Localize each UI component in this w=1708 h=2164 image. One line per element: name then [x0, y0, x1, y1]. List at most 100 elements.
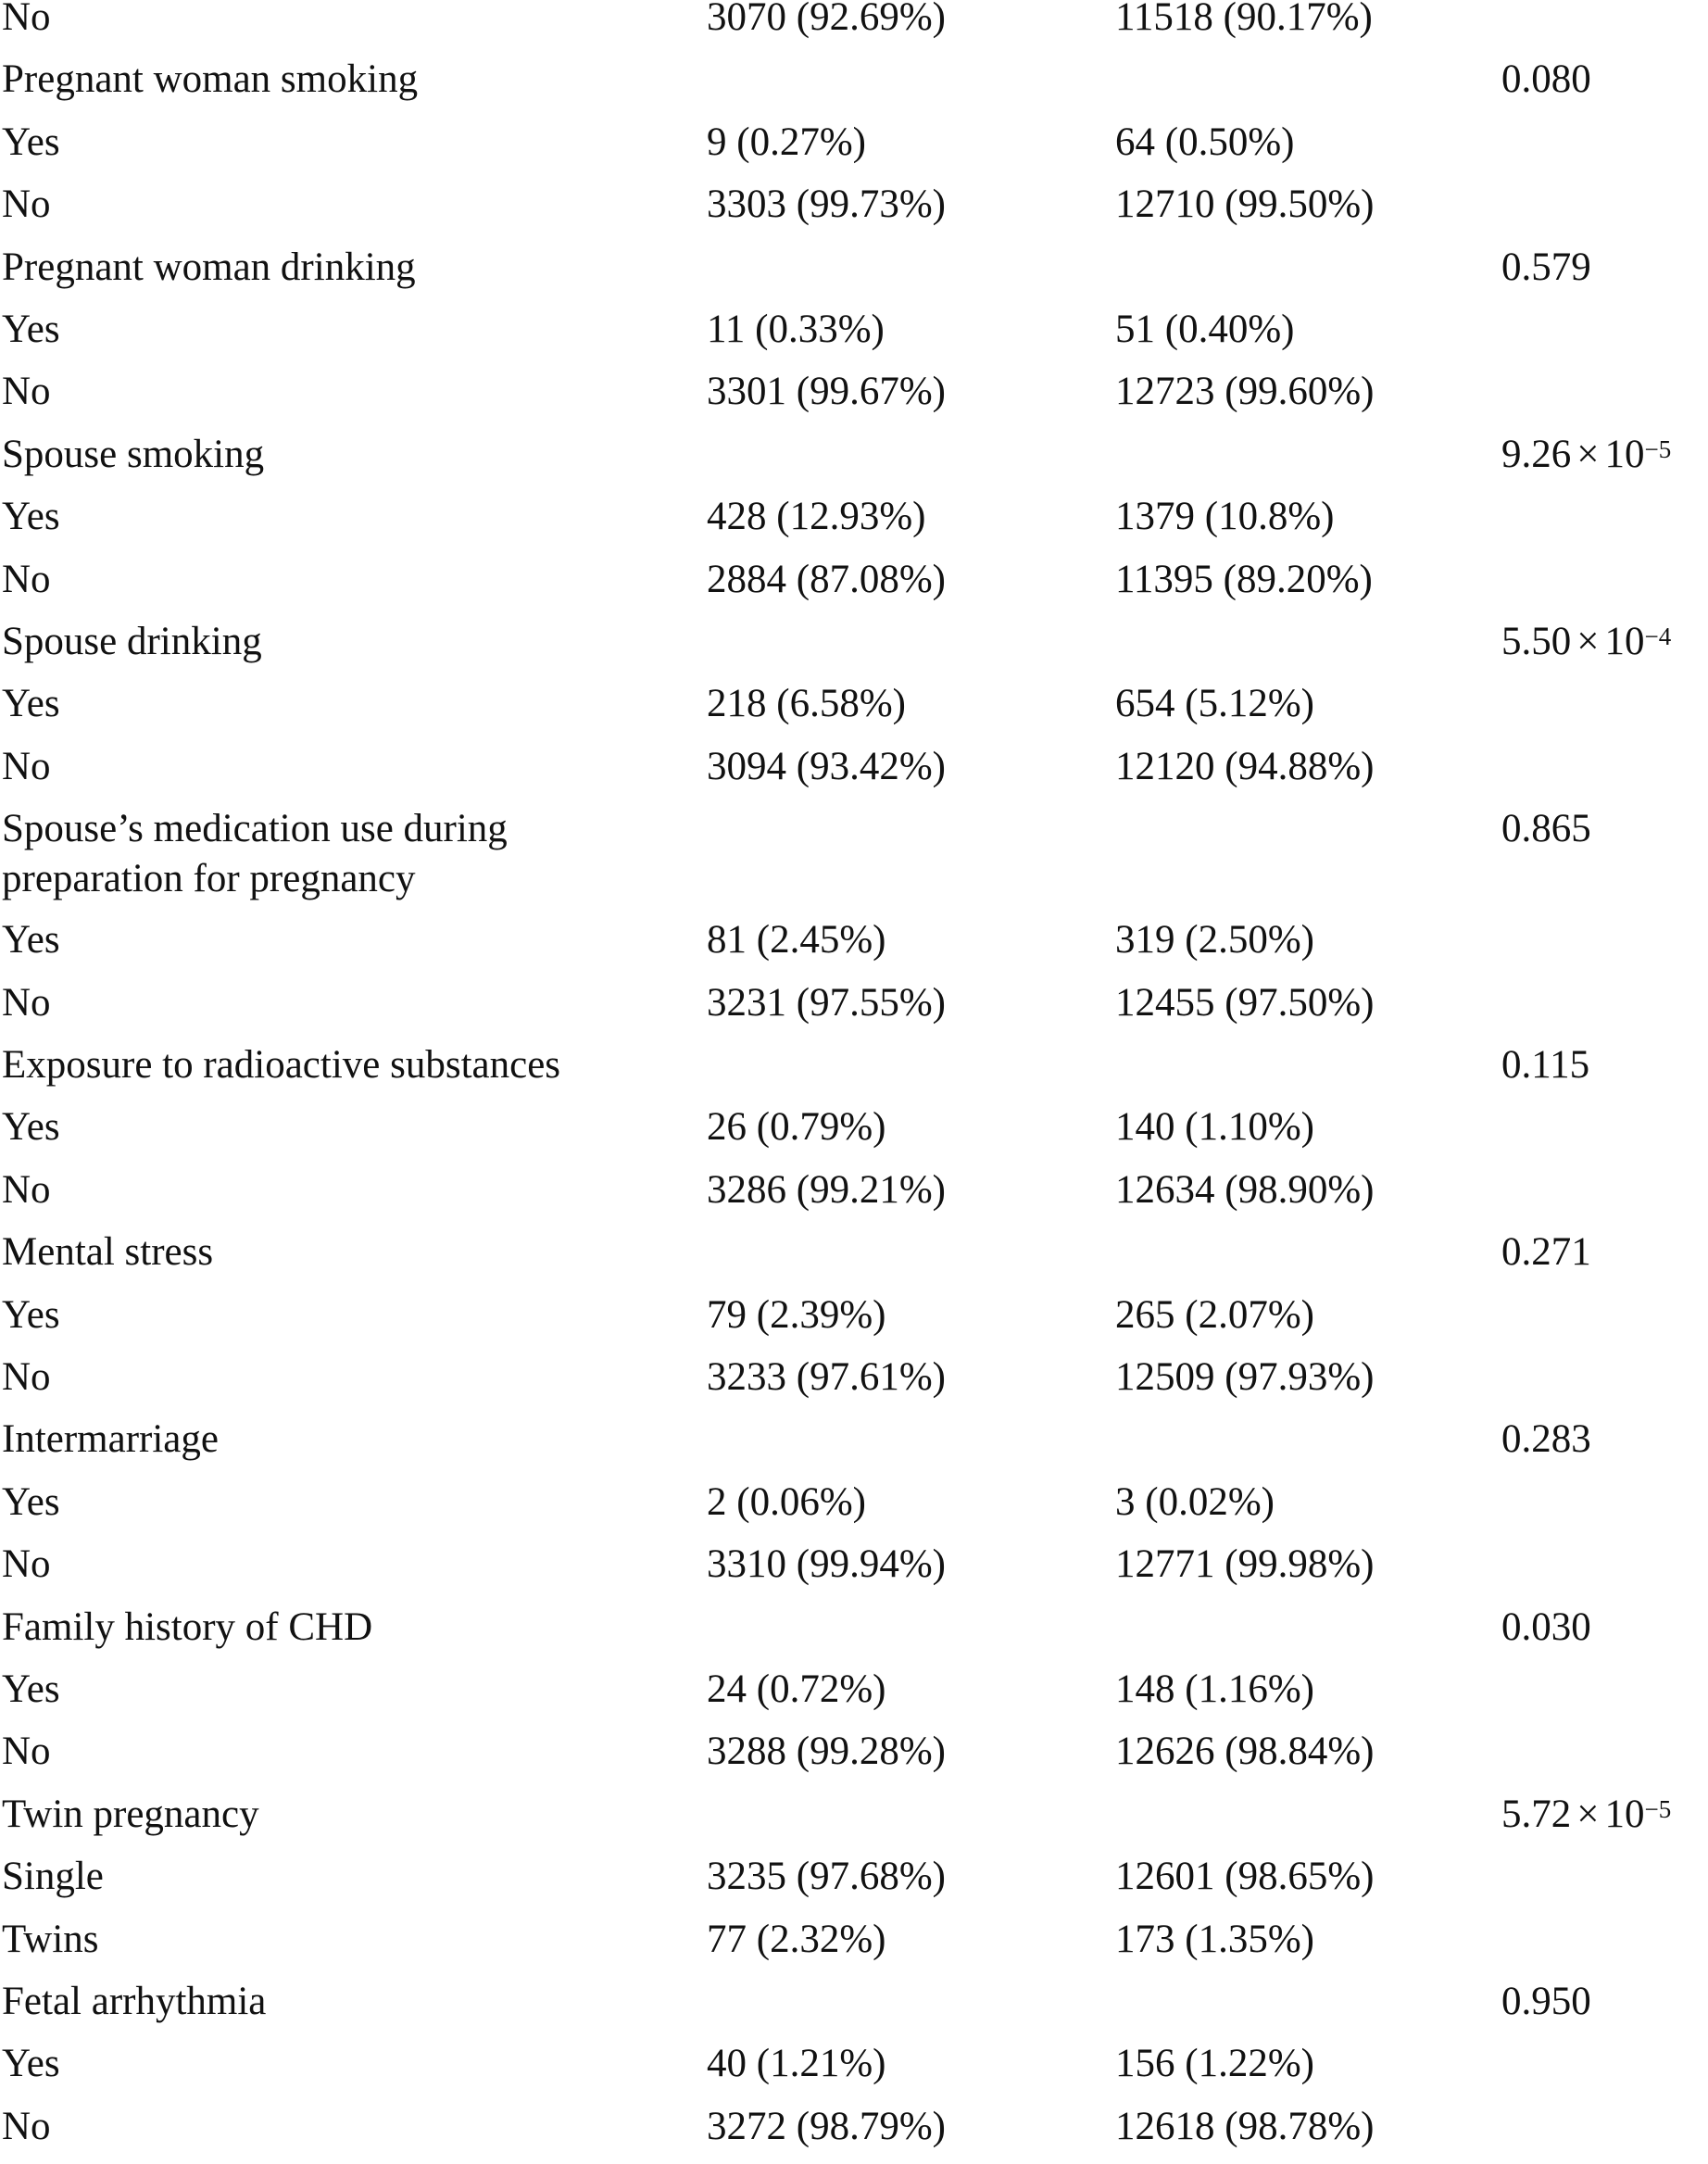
p-value: 0.271: [1501, 1230, 1591, 1275]
p-base: 10: [1604, 620, 1645, 663]
control-value: 12618 (98.78%): [1115, 2104, 1375, 2148]
table-row: No 3233 (97.61%) 12509 (97.93%): [0, 1352, 1708, 1415]
table-row: Pregnant woman drinking 0.579: [0, 243, 1708, 305]
p-value: 0.865: [1501, 807, 1591, 851]
table-row: No 2884 (87.08%) 11395 (89.20%): [0, 555, 1708, 617]
p-times-sign: ×: [1576, 432, 1600, 476]
case-value: 77 (2.32%): [707, 1917, 886, 1961]
row-label: No: [2, 1355, 51, 1399]
table-row: Family history of CHD 0.030: [0, 1603, 1708, 1665]
table-row: No 3288 (99.28%) 12626 (98.84%): [0, 1727, 1708, 1789]
control-value: 156 (1.22%): [1115, 2042, 1314, 2086]
p-exponent: −5: [1644, 1794, 1672, 1823]
case-value: 3301 (99.67%): [707, 370, 946, 414]
table-row: Yes 24 (0.72%) 148 (1.16%): [0, 1665, 1708, 1727]
p-value: 5.50 × 10−4: [1501, 617, 1671, 667]
control-value: 51 (0.40%): [1115, 308, 1295, 351]
table-row: Spouse’s medication use during preparati…: [0, 804, 1708, 900]
table-row: Single 3235 (97.68%) 12601 (98.65%): [0, 1852, 1708, 1914]
row-label: Yes: [2, 308, 60, 351]
table-row: Yes 2 (0.06%) 3 (0.02%): [0, 1478, 1708, 1540]
table-row: No 3231 (97.55%) 12455 (97.50%): [0, 978, 1708, 1040]
p-value: 0.115: [1501, 1043, 1590, 1087]
control-value: 12723 (99.60%): [1115, 370, 1375, 414]
p-value: 5.72 × 10−5: [1501, 1790, 1671, 1840]
row-label: Yes: [2, 120, 60, 164]
row-label: No: [2, 557, 51, 601]
row-label: No: [2, 0, 51, 39]
case-value: 81 (2.45%): [707, 918, 886, 962]
p-exponent: −4: [1644, 623, 1672, 650]
control-value: 12710 (99.50%): [1115, 182, 1375, 227]
table-row: No 3301 (99.67%) 12723 (99.60%): [0, 367, 1708, 429]
p-mantissa: 5.72: [1501, 1792, 1572, 1836]
case-value: 79 (2.39%): [707, 1292, 886, 1337]
control-value: 265 (2.07%): [1115, 1292, 1314, 1337]
row-label: Pregnant woman drinking: [2, 245, 416, 289]
table-row: No 3286 (99.21%) 12634 (98.90%): [0, 1165, 1708, 1227]
p-value: 0.030: [1501, 1604, 1591, 1649]
case-value: 2884 (87.08%): [707, 557, 946, 601]
control-value: 11518 (90.17%): [1115, 0, 1373, 39]
table-row: Yes 40 (1.21%) 156 (1.22%): [0, 2039, 1708, 2101]
case-value: 3272 (98.79%): [707, 2104, 946, 2148]
case-value: 3288 (99.28%): [707, 1730, 946, 1774]
row-label: Twins: [2, 1917, 99, 1961]
control-value: 12626 (98.84%): [1115, 1730, 1375, 1774]
row-label: Yes: [2, 495, 60, 539]
table-row: Yes 81 (2.45%) 319 (2.50%): [0, 915, 1708, 977]
row-label: Yes: [2, 1667, 60, 1711]
row-label: Yes: [2, 1292, 60, 1337]
row-label: No: [2, 1167, 51, 1212]
table-row: Yes 218 (6.58%) 654 (5.12%): [0, 679, 1708, 741]
p-value: 0.283: [1501, 1417, 1591, 1462]
row-label: Yes: [2, 1479, 60, 1524]
table-row: No 3303 (99.73%) 12710 (99.50%): [0, 180, 1708, 242]
case-value: 24 (0.72%): [707, 1667, 886, 1711]
table-row: Mental stress 0.271: [0, 1227, 1708, 1290]
case-value: 11 (0.33%): [707, 308, 885, 351]
table-row: Yes 26 (0.79%) 140 (1.10%): [0, 1102, 1708, 1164]
row-label: No: [2, 2104, 51, 2148]
control-value: 1379 (10.8%): [1115, 495, 1335, 539]
row-label: No: [2, 744, 51, 788]
row-label: No: [2, 980, 51, 1025]
table-row: Yes 79 (2.39%) 265 (2.07%): [0, 1290, 1708, 1352]
control-value: 140 (1.10%): [1115, 1105, 1314, 1150]
control-value: 12771 (99.98%): [1115, 1542, 1375, 1587]
table-row: No 3094 (93.42%) 12120 (94.88%): [0, 742, 1708, 804]
control-value: 12509 (97.93%): [1115, 1355, 1375, 1399]
control-value: 11395 (89.20%): [1115, 557, 1373, 601]
case-value: 3286 (99.21%): [707, 1167, 946, 1212]
row-label: Twin pregnancy: [2, 1792, 259, 1836]
control-value: 12634 (98.90%): [1115, 1167, 1375, 1212]
table-row: Spouse smoking 9.26 × 10−5: [0, 430, 1708, 492]
table-row: Fetal arrhythmia 0.950: [0, 1977, 1708, 2039]
row-label: Yes: [2, 1105, 60, 1150]
case-value: 3231 (97.55%): [707, 980, 946, 1025]
control-value: 319 (2.50%): [1115, 918, 1314, 962]
row-label: Yes: [2, 682, 60, 726]
p-times-sign: ×: [1576, 1792, 1600, 1836]
case-value: 3235 (97.68%): [707, 1855, 946, 1899]
case-value: 3310 (99.94%): [707, 1542, 946, 1587]
table-row: Twin pregnancy 5.72 × 10−5: [0, 1790, 1708, 1852]
row-label: Pregnant woman smoking: [2, 57, 419, 102]
row-label: Mental stress: [2, 1230, 214, 1275]
case-value: 3303 (99.73%): [707, 182, 946, 227]
case-value: 3070 (92.69%): [707, 0, 946, 39]
row-label: Spouse’s medication use during preparati…: [2, 807, 508, 901]
row-label: Spouse drinking: [2, 620, 262, 663]
control-value: 64 (0.50%): [1115, 120, 1295, 164]
case-value: 3233 (97.61%): [707, 1355, 946, 1399]
p-times-sign: ×: [1576, 620, 1600, 663]
row-label: Fetal arrhythmia: [2, 1980, 267, 2023]
table-row: No 3310 (99.94%) 12771 (99.98%): [0, 1540, 1708, 1602]
row-label: No: [2, 370, 51, 414]
p-value: 9.26 × 10−5: [1501, 430, 1671, 480]
p-value: 0.080: [1501, 57, 1591, 102]
row-label: Yes: [2, 2042, 60, 2086]
table-row: No 3272 (98.79%) 12618 (98.78%): [0, 2102, 1708, 2164]
case-value: 428 (12.93%): [707, 495, 926, 539]
table-row: Intermarriage 0.283: [0, 1415, 1708, 1477]
